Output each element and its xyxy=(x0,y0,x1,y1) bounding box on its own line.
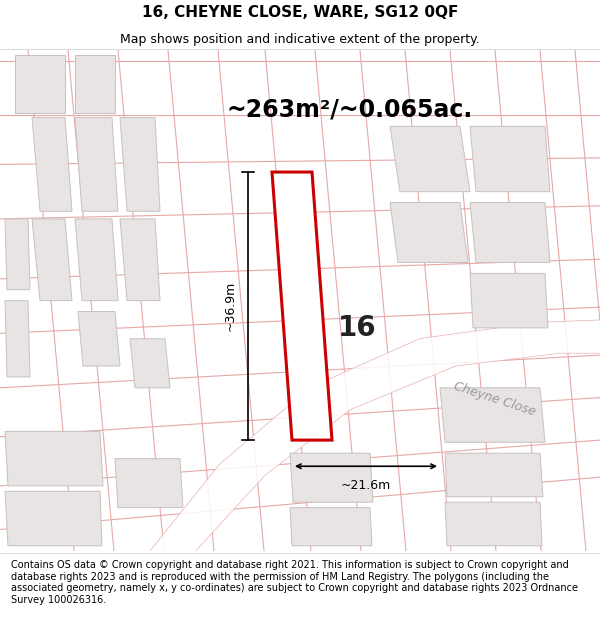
Polygon shape xyxy=(150,320,600,551)
Text: ~263m²/~0.065ac.: ~263m²/~0.065ac. xyxy=(227,98,473,122)
Polygon shape xyxy=(120,219,160,301)
Text: 16: 16 xyxy=(338,314,376,342)
Polygon shape xyxy=(5,431,103,486)
Polygon shape xyxy=(290,508,372,546)
Polygon shape xyxy=(78,311,120,366)
Text: 16, CHEYNE CLOSE, WARE, SG12 0QF: 16, CHEYNE CLOSE, WARE, SG12 0QF xyxy=(142,5,458,20)
Polygon shape xyxy=(390,202,468,262)
Polygon shape xyxy=(290,453,373,503)
Text: ~21.6m: ~21.6m xyxy=(341,479,391,492)
Polygon shape xyxy=(390,126,470,192)
Polygon shape xyxy=(32,219,72,301)
Polygon shape xyxy=(470,202,550,262)
Polygon shape xyxy=(5,301,30,377)
Text: Map shows position and indicative extent of the property.: Map shows position and indicative extent… xyxy=(120,32,480,46)
Polygon shape xyxy=(115,459,183,508)
Polygon shape xyxy=(272,172,332,440)
Polygon shape xyxy=(130,339,170,388)
Polygon shape xyxy=(470,273,548,328)
Text: ~36.9m: ~36.9m xyxy=(223,281,236,331)
Polygon shape xyxy=(445,503,542,546)
Polygon shape xyxy=(470,126,550,192)
Polygon shape xyxy=(75,219,118,301)
Text: Contains OS data © Crown copyright and database right 2021. This information is : Contains OS data © Crown copyright and d… xyxy=(11,560,578,605)
Polygon shape xyxy=(120,118,160,211)
Polygon shape xyxy=(75,56,115,113)
Text: Cheyne Close: Cheyne Close xyxy=(452,379,538,418)
Polygon shape xyxy=(75,118,118,211)
Polygon shape xyxy=(5,491,102,546)
Polygon shape xyxy=(5,219,30,290)
Polygon shape xyxy=(440,388,545,442)
Polygon shape xyxy=(32,118,72,211)
Polygon shape xyxy=(445,453,543,497)
Polygon shape xyxy=(15,56,65,113)
